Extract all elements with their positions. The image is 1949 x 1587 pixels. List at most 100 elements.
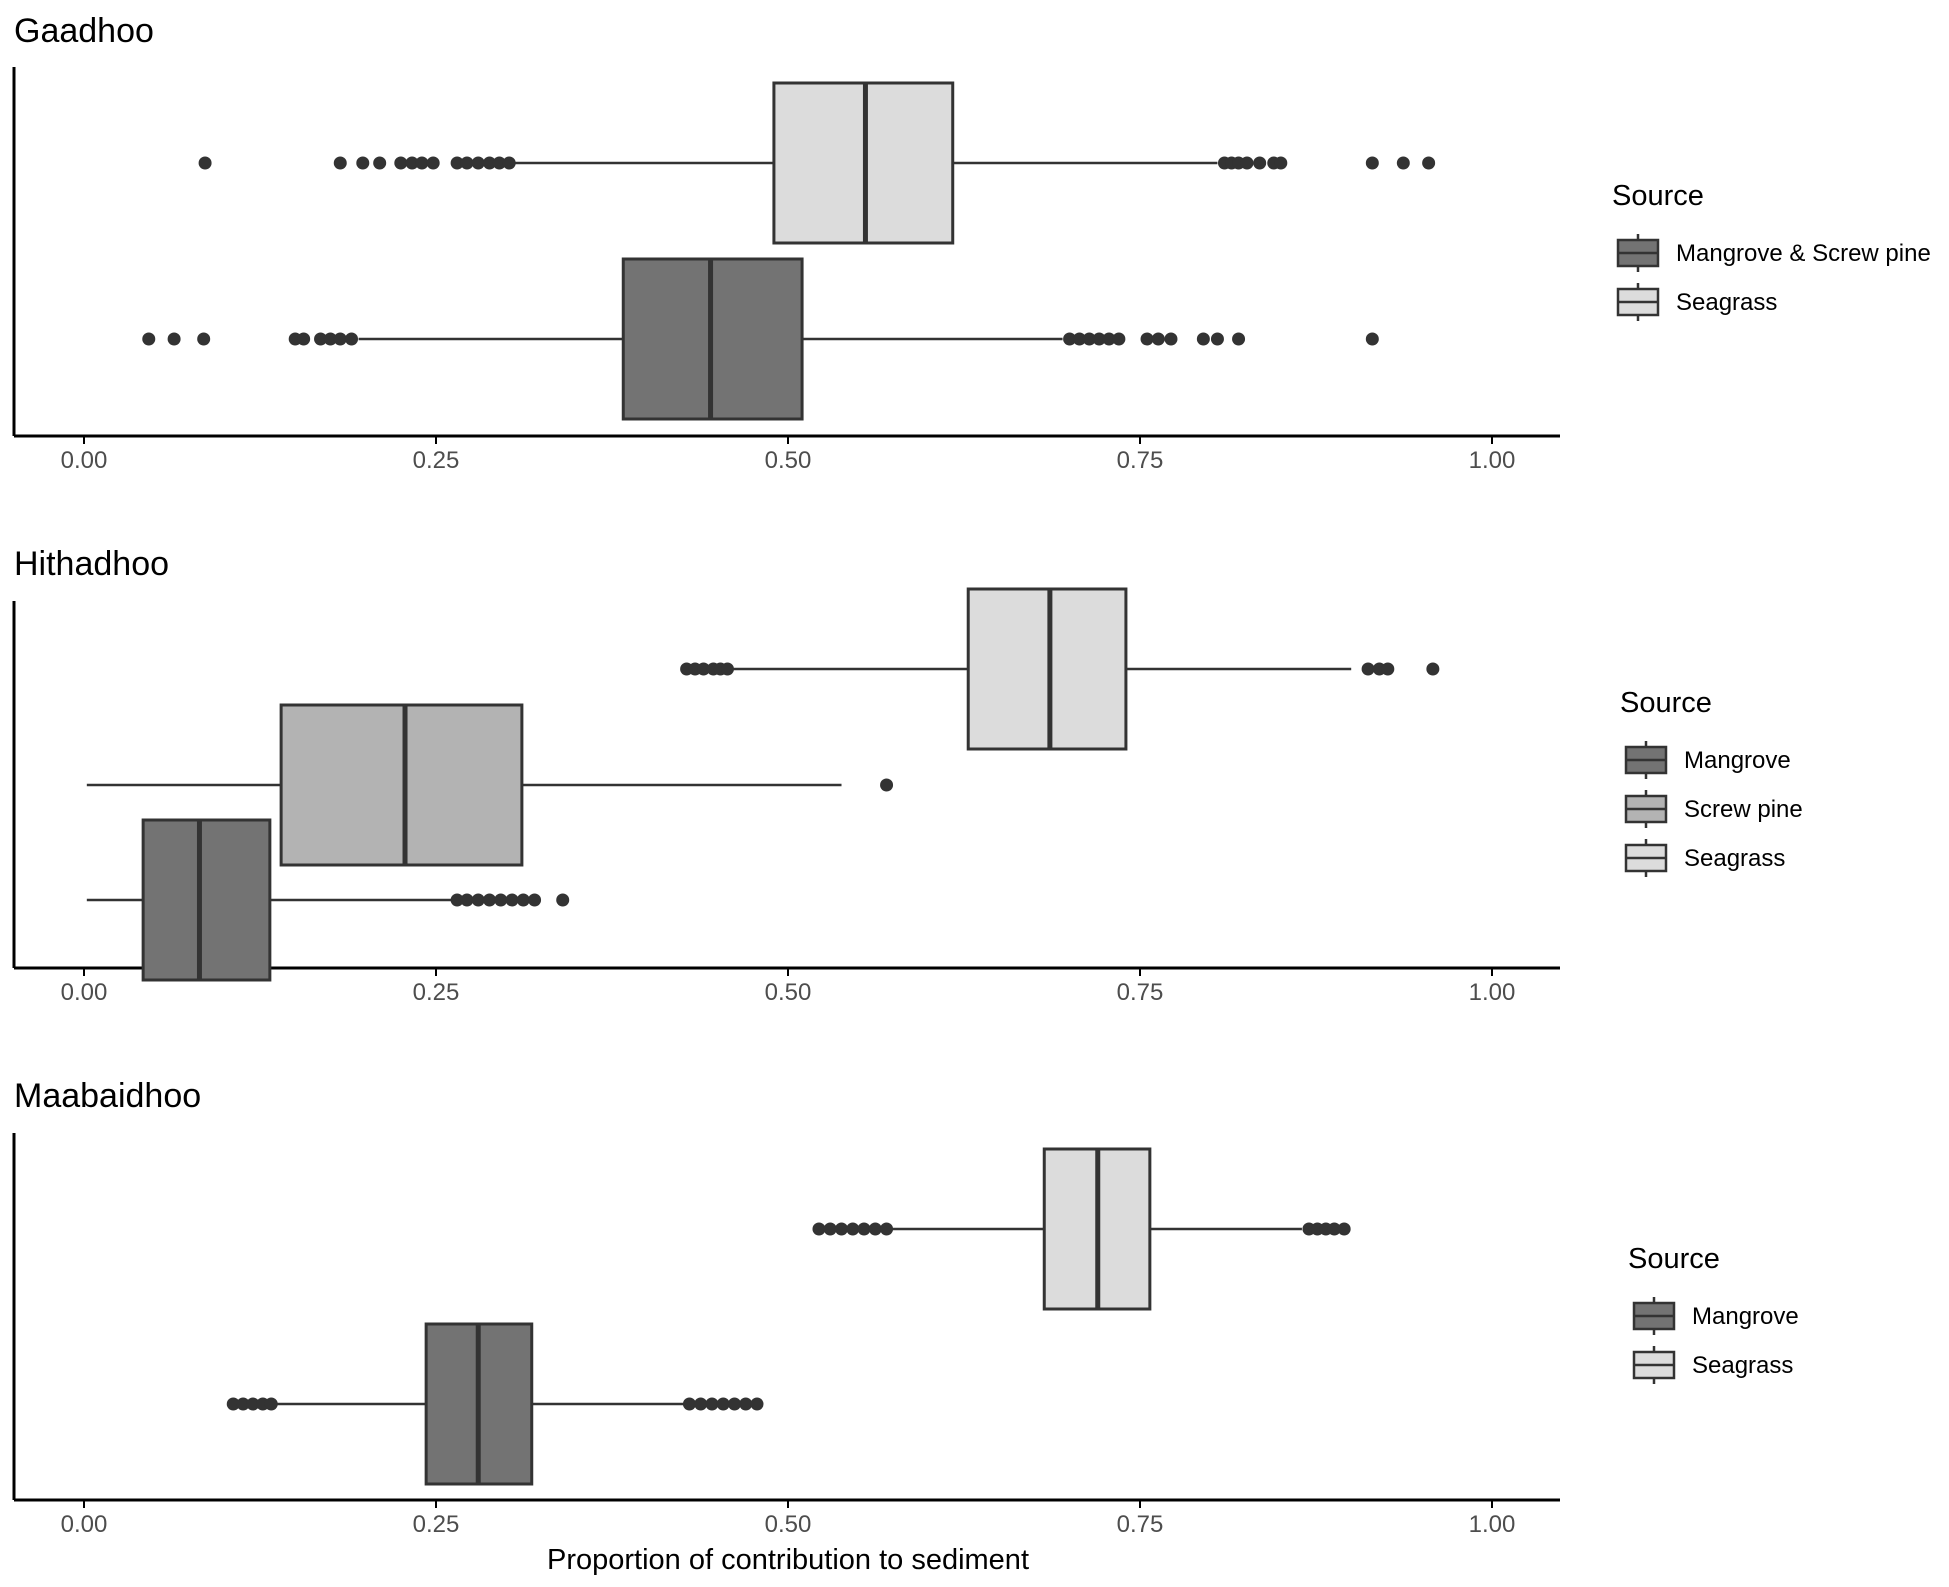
outlier-point: [1196, 332, 1210, 346]
outlier-point: [373, 156, 387, 170]
outlier-point: [226, 1397, 240, 1411]
x-tick-label: 1.00: [1469, 447, 1516, 474]
legend-label: Screw pine: [1684, 796, 1803, 823]
outlier-point: [727, 1397, 741, 1411]
outlier-point: [494, 893, 508, 907]
legend-gaadhoo: Source Mangrove & Screw pine Seagrass: [1612, 180, 1931, 321]
x-tick-label: 0.25: [413, 979, 460, 1006]
outlier-point: [720, 662, 734, 676]
outlier-point: [246, 1397, 260, 1411]
outlier-point: [450, 156, 464, 170]
outlier-point: [739, 1397, 753, 1411]
x-tick-label: 0.75: [1117, 1511, 1164, 1538]
outlier-point: [1140, 332, 1154, 346]
outlier-point: [1102, 332, 1116, 346]
outlier-point: [1092, 332, 1106, 346]
outlier-point: [1337, 1222, 1351, 1236]
box-mangrove-screw-pine: [142, 257, 1379, 421]
box-mangrove: [226, 1322, 764, 1486]
outlier-point: [1365, 332, 1379, 346]
x-tick-label: 1.00: [1469, 979, 1516, 1006]
legend-maabaidhoo: Source Mangrove Seagrass: [1628, 1243, 1799, 1384]
outlier-point: [1327, 1222, 1341, 1236]
outlier-point: [333, 332, 347, 346]
outlier-point: [682, 1397, 696, 1411]
iqr-box: [966, 587, 1128, 751]
x-tick-label: 0.75: [1117, 447, 1164, 474]
x-tick-label: 0.00: [61, 979, 108, 1006]
legend-label: Seagrass: [1684, 845, 1785, 872]
outlier-point: [716, 1397, 730, 1411]
outlier-point: [868, 1222, 882, 1236]
outlier-point: [1381, 662, 1395, 676]
iqr-box: [279, 703, 524, 867]
outlier-point: [505, 893, 519, 907]
outlier-point: [556, 893, 570, 907]
legend-hithadhoo: Source Mangrove Screw pine Seagrass: [1620, 687, 1803, 877]
box-mangrove: [86, 818, 570, 982]
outlier-point: [415, 156, 429, 170]
outlier-point: [426, 156, 440, 170]
outlier-point: [835, 1222, 849, 1236]
outlier-point: [705, 1397, 719, 1411]
outlier-point: [198, 156, 212, 170]
outlier-point: [1063, 332, 1077, 346]
outlier-point: [1365, 156, 1379, 170]
outlier-point: [1361, 662, 1375, 676]
legend-label: Mangrove & Screw pine: [1676, 240, 1931, 267]
outlier-point: [880, 1222, 894, 1236]
x-tick-label: 0.50: [765, 979, 812, 1006]
outlier-point: [460, 893, 474, 907]
box-screw-pine: [86, 703, 894, 867]
x-tick-label: 1.00: [1469, 1511, 1516, 1538]
outlier-point: [405, 156, 419, 170]
outlier-point: [1274, 156, 1288, 170]
outlier-point: [1396, 156, 1410, 170]
outlier-point: [483, 156, 497, 170]
outlier-point: [297, 332, 311, 346]
outlier-point: [750, 1397, 764, 1411]
outlier-point: [333, 156, 347, 170]
x-tick-label: 0.50: [765, 1511, 812, 1538]
outlier-point: [1151, 332, 1165, 346]
outlier-point: [694, 1397, 708, 1411]
outlier-point: [197, 332, 211, 346]
x-tick-label: 0.25: [413, 447, 460, 474]
outlier-point: [812, 1222, 826, 1236]
outlier-point: [314, 332, 328, 346]
outlier-point: [846, 1222, 860, 1236]
outlier-point: [1112, 332, 1126, 346]
outlier-point: [697, 662, 711, 676]
panel-title-gaadhoo: Gaadhoo: [14, 12, 154, 50]
legend-label: Seagrass: [1692, 1352, 1793, 1379]
outlier-point: [450, 893, 464, 907]
x-tick-label: 0.00: [61, 1511, 108, 1538]
x-axis-label: Proportion of contribution to sediment: [547, 1544, 1029, 1576]
legend-label: Mangrove: [1692, 1303, 1799, 1330]
outlier-point: [1253, 156, 1267, 170]
legend-title: Source: [1628, 1243, 1720, 1275]
x-tick-label: 0.25: [413, 1511, 460, 1538]
outlier-point: [167, 332, 181, 346]
x-tick-label: 0.50: [765, 447, 812, 474]
outlier-point: [264, 1397, 278, 1411]
panel-hithadhoo: Hithadhoo 0.00 0.25 0.50 0.75 1.00 Source Mangr…: [12, 545, 1803, 1006]
legend-title: Source: [1612, 180, 1704, 212]
outlier-point: [1240, 156, 1254, 170]
outlier-point: [356, 156, 370, 170]
outlier-point: [142, 332, 156, 346]
panel-gaadhoo: Gaadhoo 0.00 0.25 0.50 0.75 1.00 Source Mangrov…: [12, 12, 1931, 474]
outlier-point: [460, 156, 474, 170]
outlier-point: [516, 893, 530, 907]
panel-maabaidhoo: Maabaidhoo 0.00 0.25 0.50 0.75 1.00 Source Mang…: [12, 1077, 1799, 1576]
outlier-point: [394, 156, 408, 170]
outlier-point: [492, 156, 506, 170]
legend-title: Source: [1620, 687, 1712, 719]
outlier-point: [502, 156, 516, 170]
outlier-point: [1426, 662, 1440, 676]
box-seagrass: [812, 1147, 1351, 1311]
outlier-point: [1082, 332, 1096, 346]
outlier-point: [528, 893, 542, 907]
x-tick-label: 0.75: [1117, 979, 1164, 1006]
